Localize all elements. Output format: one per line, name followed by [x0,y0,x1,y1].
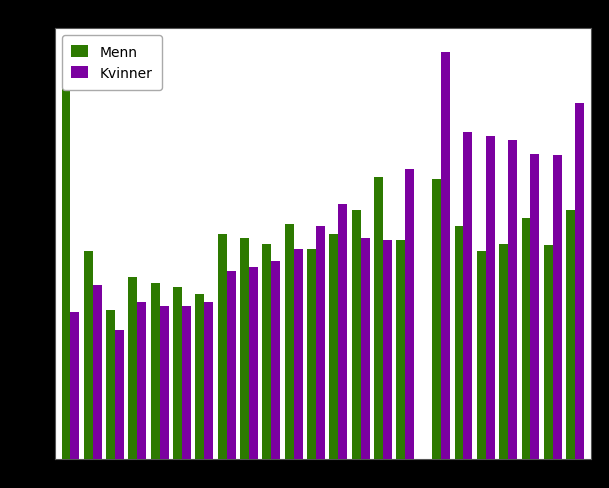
Bar [575,103,584,459]
Bar [521,219,530,459]
Bar [352,211,361,459]
Bar [530,154,540,459]
Bar [272,262,280,459]
Bar [463,133,473,459]
Bar [339,205,347,459]
Bar [93,285,102,459]
Bar [115,330,124,459]
Bar [307,250,316,459]
Bar [361,238,370,459]
Bar [218,234,227,459]
Bar [508,141,517,459]
Bar [138,303,146,459]
Bar [160,306,169,459]
Legend: Menn, Kvinner: Menn, Kvinner [62,36,162,90]
Bar [544,246,553,459]
Bar [396,240,406,459]
Bar [566,211,575,459]
Bar [249,267,258,459]
Bar [285,224,294,459]
Bar [84,252,93,459]
Bar [294,250,303,459]
Bar [316,226,325,459]
Bar [406,170,414,459]
Bar [499,244,508,459]
Bar [71,312,79,459]
Bar [151,283,160,459]
Bar [374,178,383,459]
Bar [262,244,272,459]
Bar [182,306,191,459]
Bar [383,240,392,459]
Bar [477,252,486,459]
Bar [128,277,138,459]
Bar [553,156,561,459]
Bar [62,72,71,459]
Bar [486,137,495,459]
Bar [454,226,463,459]
Bar [240,238,249,459]
Bar [432,180,441,459]
Bar [195,295,205,459]
Bar [227,271,236,459]
Bar [106,310,115,459]
Bar [173,287,182,459]
Bar [329,234,339,459]
Bar [205,303,213,459]
Bar [441,53,450,459]
